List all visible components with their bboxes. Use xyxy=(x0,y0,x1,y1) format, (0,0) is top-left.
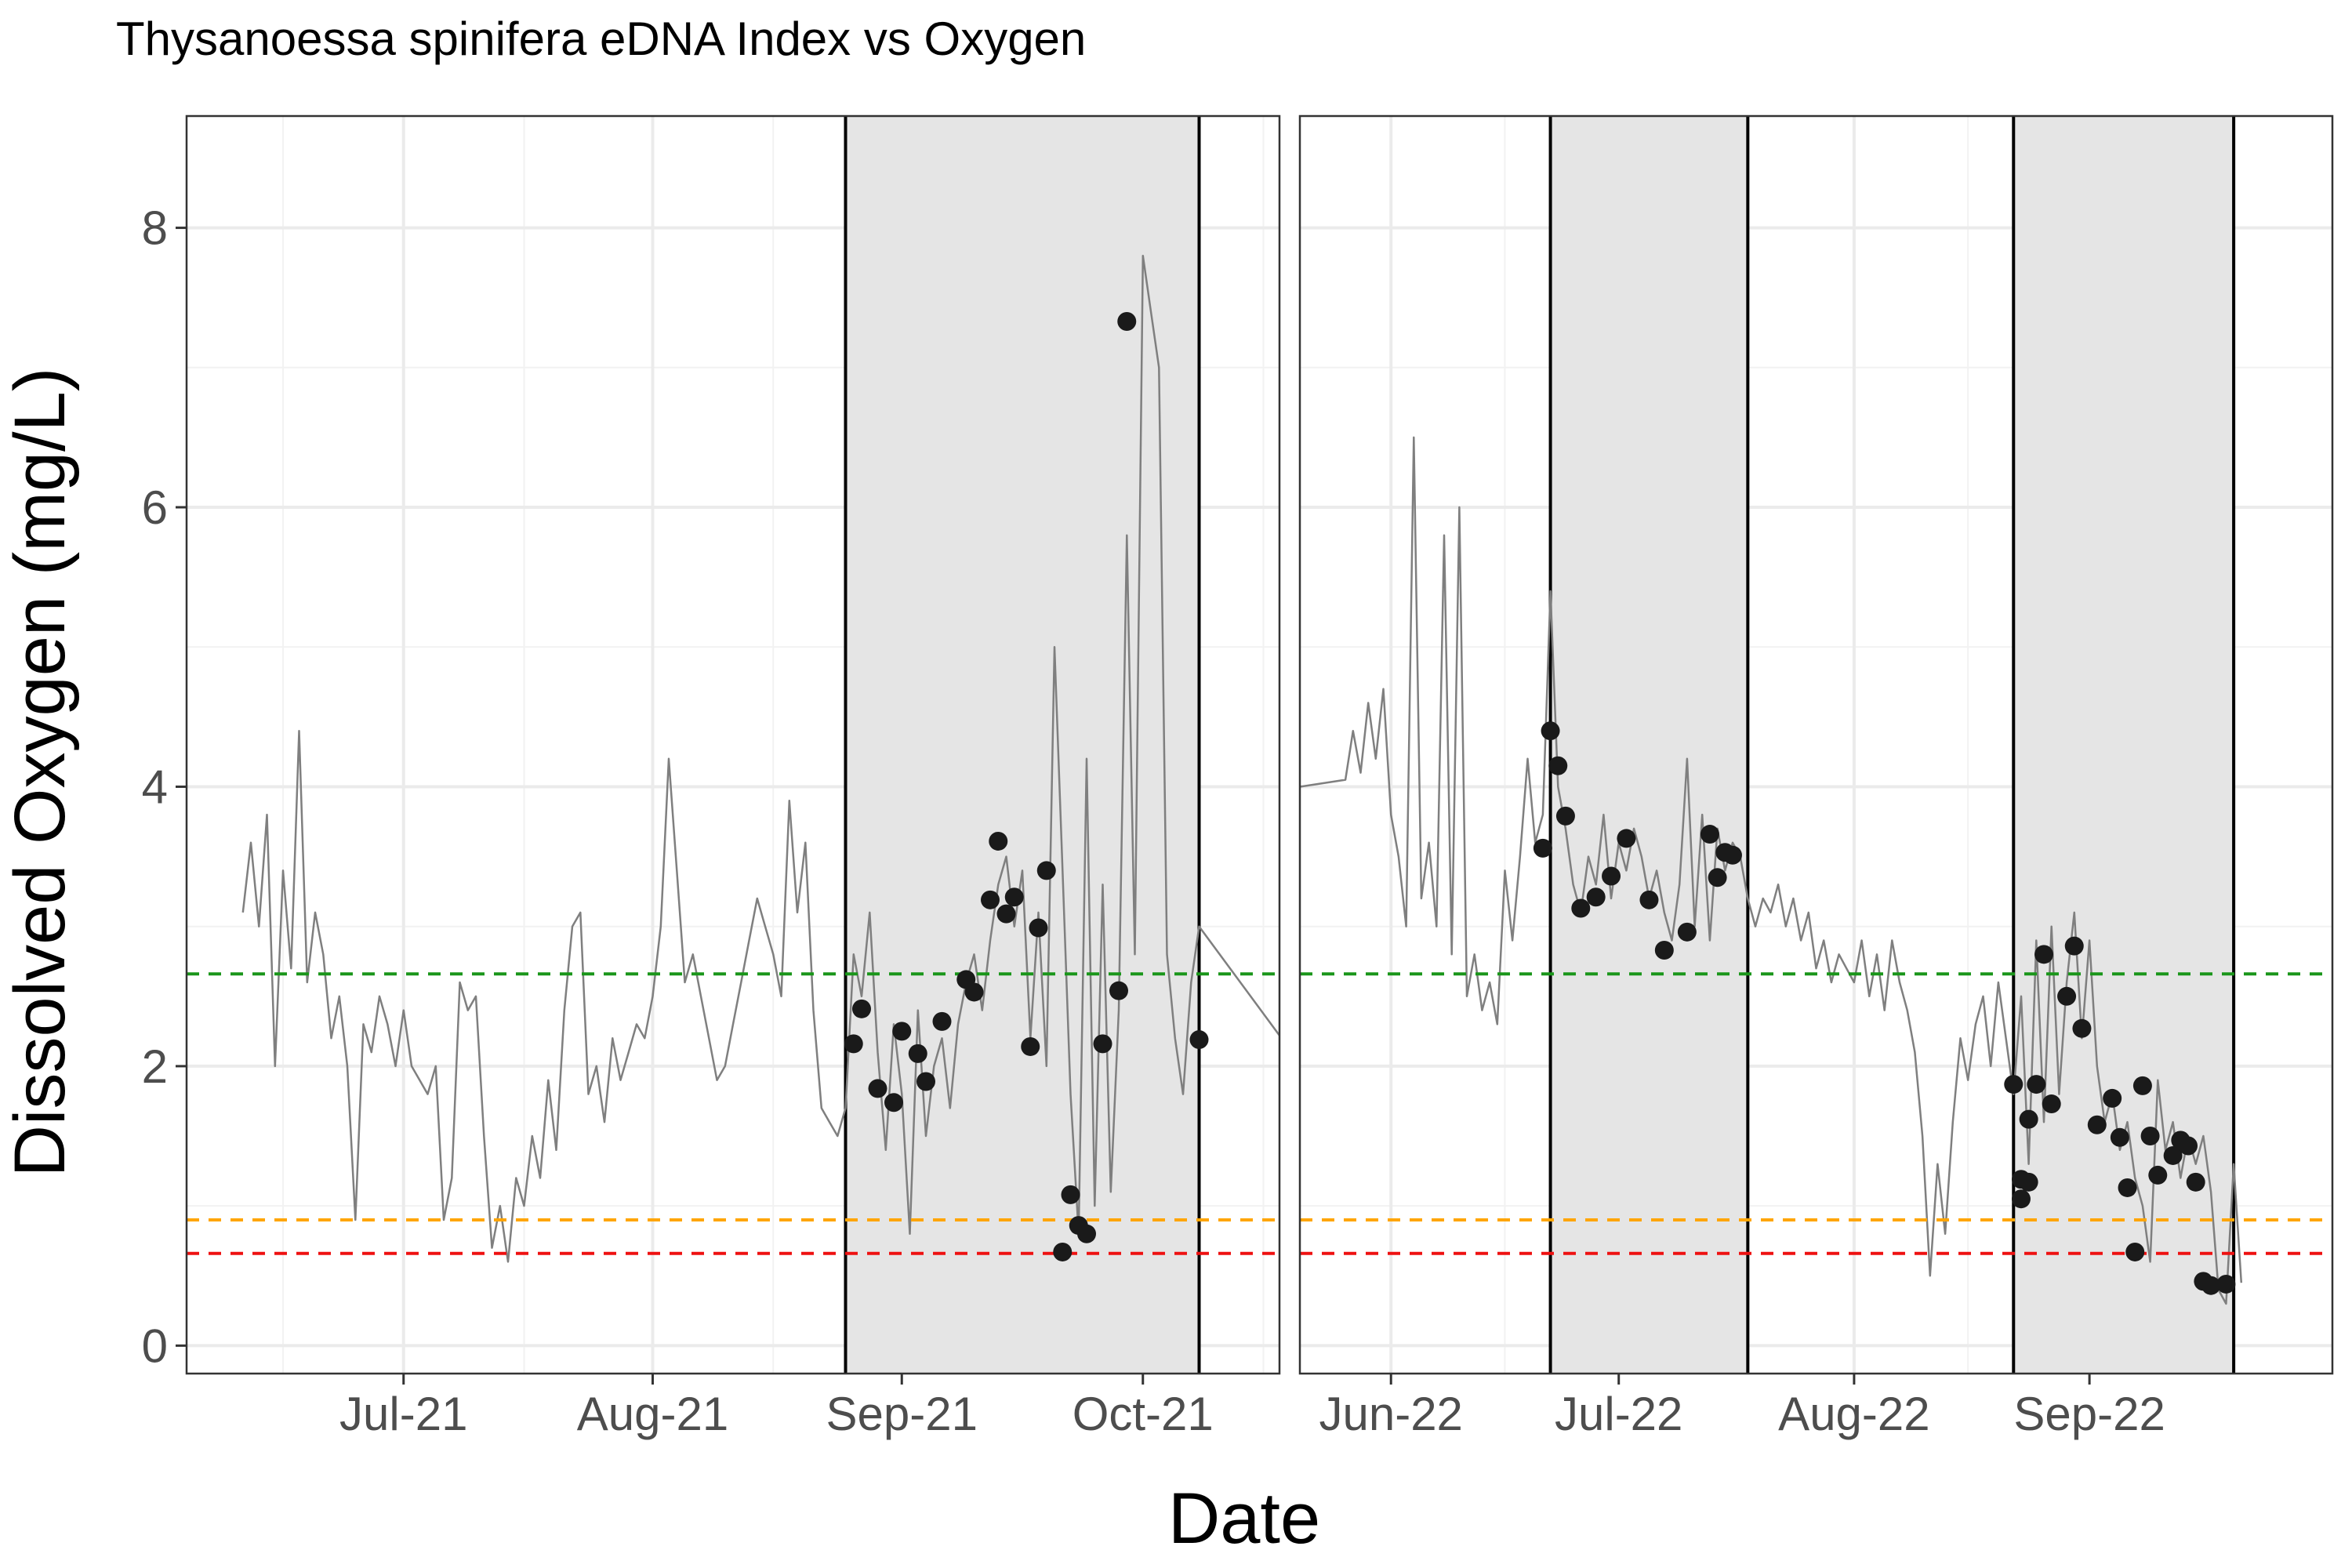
data-point xyxy=(2011,1189,2031,1209)
data-point xyxy=(2019,1172,2038,1192)
data-point xyxy=(1021,1036,1040,1056)
data-point xyxy=(2216,1274,2236,1294)
data-point xyxy=(1093,1034,1112,1054)
x-axis-title: Date xyxy=(1168,1479,1320,1559)
x-tick-label: Aug-21 xyxy=(577,1388,728,1440)
x-tick-label: Oct-21 xyxy=(1073,1388,1214,1440)
data-point xyxy=(1654,940,1674,960)
data-point xyxy=(1639,890,1659,909)
data-point xyxy=(1189,1030,1209,1050)
data-point xyxy=(2140,1127,2160,1146)
y-tick-label: 2 xyxy=(142,1040,168,1093)
y-tick-label: 8 xyxy=(142,202,168,255)
panel-border xyxy=(185,114,1281,1375)
data-point xyxy=(1061,1185,1080,1204)
data-point xyxy=(1708,868,1727,887)
panel-2022: Jun-22 Jul-22 Aug-22 Sep-22 xyxy=(1298,114,2334,1440)
data-point xyxy=(2125,1242,2145,1261)
x-tick-label: Sep-21 xyxy=(826,1388,978,1440)
data-point xyxy=(2163,1145,2183,1165)
y-axis-title: Dissolved Oxygen (mg/L) xyxy=(0,368,80,1178)
data-point xyxy=(2103,1088,2122,1108)
data-point xyxy=(2027,1075,2046,1094)
data-point xyxy=(2148,1165,2168,1185)
panel-border xyxy=(1298,114,2334,1375)
oxygen-series-line xyxy=(241,254,1281,1263)
data-point xyxy=(2179,1136,2198,1156)
data-point xyxy=(2004,1075,2024,1094)
data-point xyxy=(2087,1115,2107,1134)
x-tick-label: Jun-22 xyxy=(1319,1388,1462,1440)
y-tick-label: 6 xyxy=(142,481,168,534)
data-point xyxy=(1677,922,1697,942)
data-point xyxy=(989,831,1008,851)
data-point xyxy=(1533,838,1552,858)
data-point xyxy=(981,890,1000,909)
data-point xyxy=(2042,1094,2061,1114)
data-point xyxy=(2019,1109,2038,1129)
oxygen-series-line xyxy=(1299,436,2243,1305)
panel-2021: Jul-21 Aug-21 Sep-21 Oct-21 0 2 4 6 8 xyxy=(142,114,1281,1440)
data-point xyxy=(884,1093,903,1112)
data-point xyxy=(2034,945,2054,964)
shaded-region xyxy=(845,116,1200,1374)
data-point xyxy=(1541,721,1560,741)
data-point xyxy=(2201,1276,2221,1295)
data-point xyxy=(1004,887,1024,907)
data-point xyxy=(2072,1018,2092,1038)
data-point xyxy=(2057,986,2077,1006)
data-point xyxy=(1036,861,1056,880)
data-point xyxy=(908,1044,927,1063)
data-point xyxy=(1548,756,1568,775)
x-tick-label: Jul-22 xyxy=(1555,1388,1682,1440)
panels: Jul-21 Aug-21 Sep-21 Oct-21 0 2 4 6 8 Jun-22 Jul-2… xyxy=(142,114,2334,1440)
data-point xyxy=(964,982,984,1002)
shaded-region xyxy=(1550,116,1748,1374)
data-point xyxy=(2186,1172,2205,1192)
data-point xyxy=(932,1011,952,1031)
data-point xyxy=(916,1072,935,1091)
data-point xyxy=(996,904,1016,924)
data-point xyxy=(1555,806,1575,826)
data-point xyxy=(852,999,871,1018)
data-point xyxy=(868,1079,887,1098)
data-point xyxy=(844,1034,863,1054)
y-tick-label: 0 xyxy=(142,1319,168,1372)
chart-title: Thysanoessa spinifera eDNA Index vs Oxyg… xyxy=(116,13,1086,65)
data-point xyxy=(2132,1076,2152,1095)
x-tick-label: Sep-22 xyxy=(2013,1388,2165,1440)
data-point xyxy=(2064,936,2084,956)
data-point xyxy=(1077,1224,1096,1243)
x-tick-label: Jul-21 xyxy=(339,1388,467,1440)
x-tick-label: Aug-22 xyxy=(1778,1388,1929,1440)
data-point xyxy=(1617,829,1636,848)
data-point xyxy=(1722,845,1742,865)
data-point xyxy=(1586,887,1606,907)
data-point xyxy=(2110,1127,2129,1147)
data-point xyxy=(1109,981,1128,1000)
data-point xyxy=(1053,1242,1073,1261)
data-point xyxy=(2118,1178,2137,1197)
y-tick-label: 4 xyxy=(142,760,168,813)
data-point xyxy=(1117,311,1137,331)
shaded-region xyxy=(2013,116,2234,1374)
data-point xyxy=(1571,898,1591,918)
data-point xyxy=(1029,918,1048,938)
data-point xyxy=(892,1022,912,1041)
data-point xyxy=(1700,825,1719,844)
data-point xyxy=(1602,866,1621,886)
